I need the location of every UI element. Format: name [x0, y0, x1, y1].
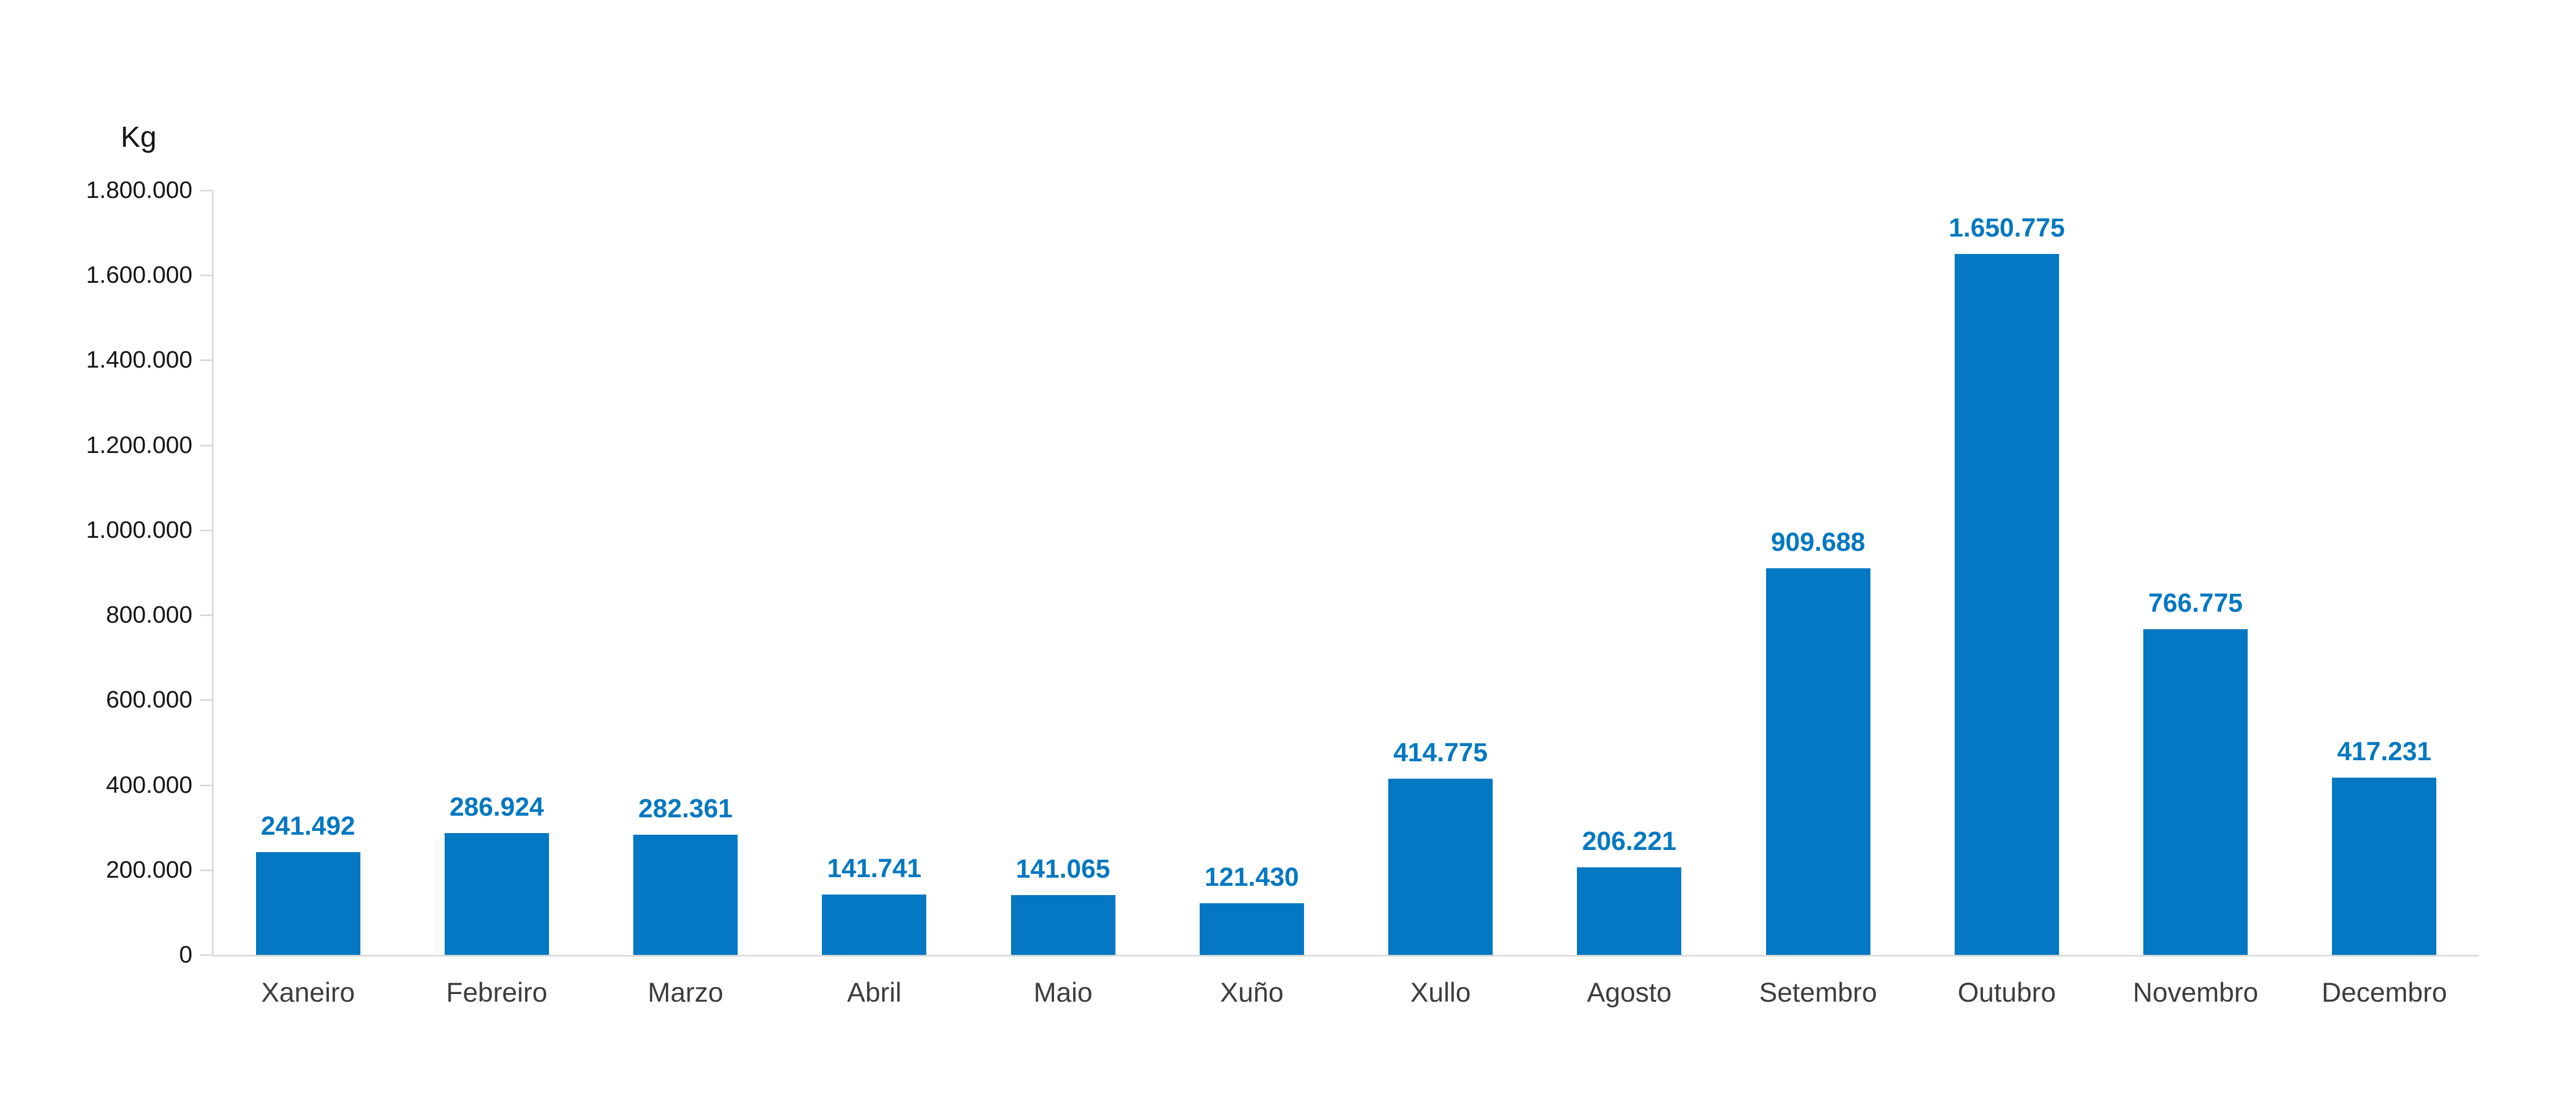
bar-slot: 141.065 Maio [969, 190, 1157, 1008]
bar-value-label: 417.231 [2337, 737, 2432, 767]
y-tick-label: 0 [179, 941, 192, 968]
y-tick-label: 200.000 [105, 856, 192, 883]
bar-slot: 241.492 Xaneiro [214, 190, 402, 1008]
x-category-label: Xuño [1220, 977, 1284, 1008]
bars-container: 241.492 Xaneiro 286.924 Febreiro 282.361 Marz… [214, 190, 2479, 1008]
bar [1199, 903, 1304, 955]
bar-value-label: 206.221 [1582, 827, 1677, 856]
y-tick-mark [200, 275, 212, 277]
y-tick-label: 400.000 [105, 771, 192, 798]
bar-value-label: 241.492 [260, 812, 355, 841]
x-category-label: Maio [1033, 977, 1093, 1008]
x-category-label: Xullo [1410, 977, 1471, 1008]
bar-slot: 141.741 Abril [780, 190, 969, 1008]
bar [444, 833, 549, 955]
x-category-label: Decembro [2322, 977, 2447, 1008]
bar-value-label: 141.065 [1015, 854, 1111, 884]
x-axis-line [212, 955, 2479, 957]
y-tick-label: 1.800.000 [86, 177, 192, 203]
bar-slot: 417.231 Decembro [2290, 190, 2479, 1008]
x-category-label: Marzo [647, 977, 723, 1008]
y-tick-label: 1.400.000 [86, 346, 192, 374]
bar [1388, 779, 1493, 955]
bar-slot: 282.361 Marzo [591, 190, 780, 1008]
bar-value-label: 414.775 [1393, 738, 1488, 767]
y-tick-mark [200, 784, 212, 786]
bar [1766, 568, 1870, 955]
y-tick-label: 1.200.000 [86, 431, 192, 458]
x-category-label: Abril [847, 977, 902, 1008]
bar-slot: 1.650.775 Outubro [1912, 190, 2101, 1008]
bar [2332, 778, 2437, 955]
bar-slot: 766.775 Novembro [2101, 190, 2290, 1008]
y-tick-mark [200, 529, 212, 531]
y-tick-label: 600.000 [105, 686, 192, 713]
x-category-label: Outubro [1957, 977, 2056, 1008]
x-category-label: Febreiro [446, 977, 547, 1008]
bar-slot: 121.430 Xuño [1157, 190, 1346, 1008]
x-category-label: Xaneiro [261, 977, 355, 1008]
y-tick-label: 800.000 [105, 601, 192, 629]
y-tick-mark [200, 444, 212, 446]
y-tick-mark [200, 359, 212, 362]
y-tick-mark [200, 954, 212, 956]
bar-value-label: 282.361 [638, 794, 733, 824]
bar [2143, 629, 2248, 955]
x-category-label: Novembro [2132, 977, 2259, 1008]
bar-slot: 909.688 Setembro [1724, 190, 1912, 1008]
y-axis-title: Kg [121, 121, 157, 153]
bar-value-label: 286.924 [450, 792, 544, 822]
y-tick-label: 1.000.000 [86, 516, 192, 543]
bar-slot: 414.775 Xullo [1346, 190, 1535, 1008]
x-category-label: Setembro [1759, 977, 1878, 1008]
bar-value-label: 1.650.775 [1949, 213, 2065, 243]
bar [633, 835, 738, 955]
bar-value-label: 141.741 [827, 854, 922, 884]
y-axis-line [212, 190, 214, 955]
bar-value-label: 766.775 [2148, 589, 2243, 618]
bar-value-label: 121.430 [1205, 863, 1299, 892]
bar [1011, 895, 1115, 955]
y-tick-mark [200, 614, 212, 617]
y-tick-mark [200, 190, 212, 191]
bar-value-label: 909.688 [1770, 528, 1866, 557]
bar [1954, 253, 2059, 955]
bar-slot: 206.221 Agosto [1535, 190, 1724, 1008]
bar [255, 852, 360, 955]
bar [822, 895, 927, 955]
y-tick-label: 1.600.000 [86, 262, 192, 289]
y-tick-mark [200, 699, 212, 701]
x-category-label: Agosto [1587, 977, 1672, 1008]
bar-slot: 286.924 Febreiro [402, 190, 591, 1008]
y-tick-mark [200, 869, 212, 871]
bar [1577, 867, 1682, 955]
plot-area: 0 200.000 400.000 600.000 800.000 1.000.000 1.… [86, 177, 2479, 1008]
